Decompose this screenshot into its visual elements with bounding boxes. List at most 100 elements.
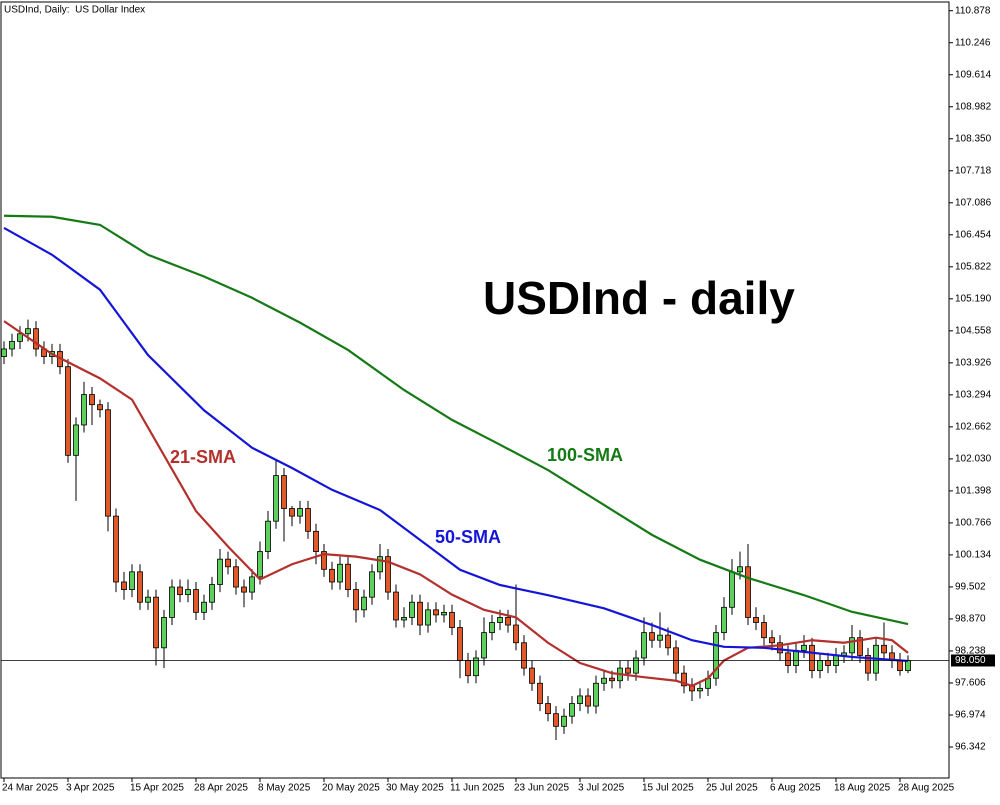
y-tick-label: 108.350 (955, 133, 992, 144)
candle-body (865, 655, 871, 674)
candle-body (761, 622, 767, 639)
y-tick-label: 98.238 (955, 646, 986, 657)
x-tick-label: 24 Mar 2025 (2, 783, 59, 794)
x-tick-label: 23 Jun 2025 (514, 783, 569, 794)
candle-body (297, 508, 303, 517)
candle-body (265, 520, 271, 552)
candle-body (817, 660, 823, 672)
y-tick-label: 107.718 (955, 165, 992, 176)
candle-body (273, 475, 279, 522)
x-tick-label: 20 May 2025 (322, 783, 380, 794)
candle-body (777, 642, 783, 654)
y-tick-label: 110.246 (955, 37, 991, 48)
candle-body (801, 644, 807, 651)
sma-line (3, 320, 909, 687)
x-tick-label: 28 Apr 2025 (194, 783, 248, 794)
candle-body (809, 644, 815, 672)
candle-body (289, 508, 295, 517)
candle-body (185, 589, 191, 596)
annotation: USDInd - daily (483, 272, 795, 324)
candle-body (89, 394, 95, 406)
candle-body (625, 667, 631, 674)
candle-body (209, 584, 215, 603)
candle-body (25, 328, 31, 335)
candle-body (369, 571, 375, 598)
x-tick-label: 15 Jul 2025 (642, 783, 694, 794)
candle-body (537, 682, 543, 704)
candle-body (281, 475, 287, 509)
candle-body (849, 637, 855, 654)
candle-body (65, 366, 71, 456)
y-tick-label: 102.030 (955, 454, 992, 465)
candle-body (561, 715, 567, 727)
candle-body (585, 695, 591, 707)
plot-frame (0, 1, 950, 779)
last-price-box (951, 654, 995, 667)
candle-body (553, 713, 559, 727)
y-tick-label: 102.662 (955, 422, 992, 433)
candle-body (793, 649, 799, 666)
candle-body (441, 611, 447, 616)
x-tick-label: 28 Aug 2025 (898, 783, 955, 794)
candle-body (353, 589, 359, 611)
candle-body (785, 652, 791, 666)
candle-body (481, 632, 487, 659)
candle-body (409, 601, 415, 618)
candle-body (121, 581, 127, 590)
y-tick-label: 109.614 (955, 69, 992, 80)
y-tick-label: 96.342 (955, 742, 986, 753)
candle-body (329, 568, 335, 583)
y-tick-label: 105.190 (955, 293, 992, 304)
candle-body (433, 609, 439, 616)
candle-body (545, 703, 551, 715)
candle-body (153, 596, 159, 649)
candle-body (393, 591, 399, 621)
candle-body (169, 586, 175, 618)
x-tick-label: 18 Aug 2025 (834, 783, 891, 794)
y-tick-label: 103.926 (955, 357, 992, 368)
candle-body (633, 657, 639, 674)
candle-body (449, 611, 455, 628)
candle-body (593, 682, 599, 707)
y-tick-label: 104.558 (955, 325, 992, 336)
y-tick-label: 98.870 (955, 614, 986, 625)
candle-body (241, 586, 247, 593)
candle-body (9, 340, 15, 350)
candle-body (225, 558, 231, 568)
candle-body (385, 556, 391, 593)
candle-body (321, 551, 327, 570)
candle-body (641, 632, 647, 659)
candle-body (81, 394, 87, 426)
candle-body (577, 695, 583, 704)
candle-body (233, 566, 239, 588)
sma-label: 21-SMA (170, 447, 236, 467)
candle-body (489, 622, 495, 634)
candle-body (105, 409, 111, 517)
candle-body (145, 596, 151, 603)
candle-body (649, 632, 655, 641)
candle-body (601, 677, 607, 684)
x-tick-label: 8 May 2025 (258, 783, 311, 794)
candle-body (97, 404, 103, 411)
y-tick-label: 107.086 (955, 197, 992, 208)
candle-body (897, 660, 903, 672)
candle-body (361, 596, 367, 611)
x-tick-label: 15 Apr 2025 (130, 783, 184, 794)
sma-line (3, 214, 909, 626)
candle-body (249, 576, 255, 593)
y-tick-label: 105.822 (955, 261, 992, 272)
candle-body (201, 601, 207, 613)
last-price-label: 98.050 (955, 655, 986, 666)
candle-body (529, 667, 535, 684)
candle-body (753, 617, 759, 623)
candle-body (217, 558, 223, 585)
candle-body (33, 328, 39, 350)
candle-body (609, 677, 615, 682)
candle-body (513, 624, 519, 644)
candle-body (473, 657, 479, 677)
candle-body (857, 637, 863, 656)
candle-body (345, 563, 351, 590)
y-tick-label: 100.766 (955, 518, 992, 529)
candle-body (665, 634, 671, 649)
